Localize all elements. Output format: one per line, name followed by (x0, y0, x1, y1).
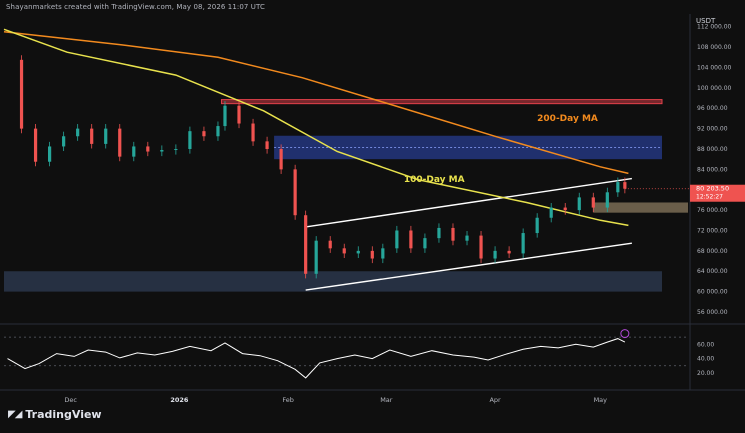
candle-body (381, 248, 385, 259)
unit-label: USDT (696, 17, 716, 25)
candle-body (251, 123, 255, 142)
candle-body (451, 227, 455, 241)
candle-body (423, 238, 427, 249)
candle-body (493, 250, 497, 259)
candle-body (216, 126, 220, 137)
price-tick-label: 104 000.00 (697, 64, 732, 71)
candle-body (395, 230, 399, 249)
zone-resistance (220, 99, 663, 105)
candle-body (237, 105, 241, 124)
last-price-countdown: 12:52:27 (696, 194, 723, 201)
channel-lower-line (305, 242, 632, 291)
candle-body (132, 146, 136, 157)
price-tick-label: 60 000.00 (697, 289, 728, 296)
candle-body (370, 250, 374, 259)
candle-body (19, 59, 24, 129)
candle-body (623, 182, 627, 189)
candle-body (465, 235, 469, 241)
brand-name: TradingView (25, 408, 102, 421)
price-tick-label: 68 000.00 (697, 248, 728, 255)
chart-attribution: Shayanmarkets created with TradingView.c… (6, 3, 265, 11)
candle-body (104, 128, 108, 144)
annotation-100-day-ma: 100-Day MA (404, 175, 465, 185)
candle-body (146, 146, 150, 152)
candle-body (293, 169, 297, 216)
zone-demand (593, 202, 688, 213)
candle-body (616, 182, 620, 193)
ma-line-100-day-ma (3, 28, 629, 227)
price-tick-label: 72 000.00 (697, 227, 728, 234)
candle-body (479, 235, 483, 259)
time-tick-label: Mar (380, 396, 393, 404)
rsi-tick-label: 60.00 (697, 341, 714, 348)
candle-body (76, 128, 80, 137)
price-tick-label: 112 000.00 (697, 24, 732, 31)
candle-body (118, 128, 122, 157)
candle-body (160, 150, 164, 152)
candle-body (549, 207, 553, 218)
zone-support (4, 271, 662, 292)
last-price-label: 80 203.50 (696, 185, 729, 193)
candle-body (314, 240, 318, 274)
candle-body (577, 197, 581, 211)
candle-body (507, 250, 511, 254)
price-tick-label: 88 000.00 (697, 146, 728, 153)
tradingview-logo-icon: ◤◢ (8, 409, 22, 420)
time-tick-label: Feb (282, 396, 294, 404)
channel-upper-line (305, 177, 632, 228)
rsi-line (7, 338, 626, 379)
rsi-tick-label: 20.00 (697, 370, 714, 377)
candle-body (605, 192, 609, 208)
candle-body (521, 233, 525, 254)
candle-body (174, 148, 178, 151)
candle-body (265, 141, 269, 149)
candle-body (188, 131, 192, 149)
candle-body (437, 227, 441, 239)
price-tick-label: 56 000.00 (697, 309, 728, 316)
price-tick-label: 108 000.00 (697, 44, 732, 51)
last-price-tag (690, 184, 745, 202)
price-tick-label: 64 000.00 (697, 268, 728, 275)
price-tick-label: 96 000.00 (697, 105, 728, 112)
candle-body (223, 105, 227, 127)
tradingview-brand: ◤◢ TradingView (8, 408, 102, 421)
candle-body (535, 217, 539, 234)
price-tick-label: 84 000.00 (697, 166, 728, 173)
candle-body (356, 250, 360, 254)
ma-line-200-day-ma (3, 31, 629, 175)
price-tick-label: 92 000.00 (697, 126, 728, 133)
candle-body (90, 128, 94, 144)
candle-body (342, 248, 346, 254)
candle-body (328, 240, 332, 249)
time-tick-label: May (594, 396, 608, 404)
candle-body (591, 197, 595, 208)
candle-body (409, 230, 413, 249)
time-tick-label: 2026 (170, 396, 189, 404)
price-tick-label: 76 000.00 (697, 207, 728, 214)
rsi-tick-label: 40.00 (697, 356, 714, 363)
candle-body (563, 207, 567, 211)
time-tick-label: Apr (489, 396, 501, 404)
candle-body (48, 146, 52, 162)
price-tick-label: 100 000.00 (697, 85, 732, 92)
annotation-200-day-ma: 200-Day MA (537, 114, 598, 124)
time-tick-label: Dec (64, 396, 77, 404)
candle-body (304, 215, 308, 274)
candle-body (62, 136, 66, 147)
candle-body (279, 148, 283, 170)
candle-body (202, 131, 206, 137)
event-marker-icon (620, 329, 630, 339)
candle-body (33, 128, 38, 162)
